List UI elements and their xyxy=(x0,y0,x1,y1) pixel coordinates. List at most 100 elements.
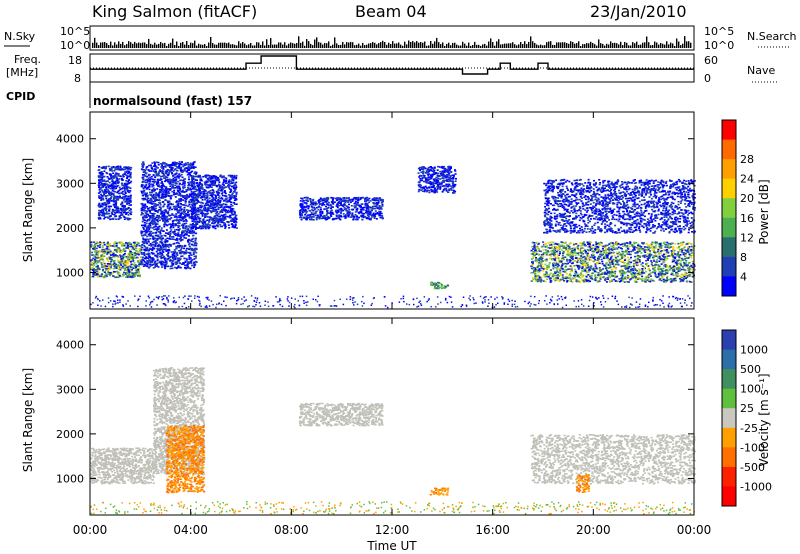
scatter-cell xyxy=(191,227,194,230)
scatter-cell xyxy=(113,243,116,246)
scatter-cell xyxy=(159,179,162,181)
nsky-bar xyxy=(560,42,562,48)
scatter-cell xyxy=(177,234,179,236)
scatter-cell xyxy=(124,200,127,203)
scatter-cell xyxy=(122,174,124,176)
nsky-bar xyxy=(244,43,246,48)
scatter-cell xyxy=(177,219,180,222)
scatter-cell xyxy=(100,264,103,266)
scatter-cell xyxy=(154,243,157,245)
scatter-cell xyxy=(180,167,183,170)
scatter-cell xyxy=(124,167,127,170)
scatter-cell xyxy=(108,168,111,170)
nsky-bar xyxy=(306,39,308,48)
scatter-cell xyxy=(141,230,144,233)
scatter-cell xyxy=(214,181,217,183)
scatter-cell xyxy=(206,199,209,201)
scatter-cell xyxy=(105,247,108,250)
scatter-cell xyxy=(101,254,104,256)
scatter-cell xyxy=(128,172,130,174)
scatter-cell xyxy=(105,197,108,200)
scatter-cell xyxy=(140,260,143,262)
scatter-cell xyxy=(340,200,343,202)
scatter-cell xyxy=(184,237,187,239)
scatter-cell xyxy=(193,194,196,197)
nsky-bar xyxy=(532,41,534,48)
scatter-cell xyxy=(225,211,228,214)
scatter-cell xyxy=(117,241,120,244)
scatter-cell xyxy=(172,264,175,266)
scatter-cell xyxy=(112,175,115,177)
scatter-cell xyxy=(105,249,108,252)
nsky-bar xyxy=(276,44,278,48)
scatter-cell xyxy=(144,265,147,267)
scatter-cell xyxy=(185,222,188,225)
scatter-cell xyxy=(108,208,111,210)
scatter-cell xyxy=(177,206,180,208)
scatter-cell xyxy=(175,215,178,218)
scatter-cell xyxy=(184,196,187,198)
scatter-cell xyxy=(131,247,134,249)
scatter-cell xyxy=(97,266,99,269)
nsky-bar xyxy=(286,45,288,48)
scatter-cell xyxy=(133,241,136,244)
scatter-cell xyxy=(117,173,120,175)
scatter-cell xyxy=(152,232,155,234)
scatter-cell xyxy=(101,214,103,217)
scatter-cell xyxy=(194,217,197,219)
scatter-cell xyxy=(208,216,211,218)
scatter-cell xyxy=(120,267,123,269)
scatter-cell xyxy=(171,220,174,222)
scatter-cell xyxy=(149,210,151,213)
scatter-cell xyxy=(196,227,199,229)
scatter-cell xyxy=(169,197,172,200)
scatter-cell xyxy=(183,195,186,197)
scatter-cell xyxy=(115,218,118,220)
scatter-cell xyxy=(356,215,358,217)
scatter-cell xyxy=(133,257,136,259)
scatter-cell xyxy=(146,242,149,245)
scatter-cell xyxy=(187,205,190,207)
scatter-cell xyxy=(117,210,120,212)
scatter-cell xyxy=(101,273,104,275)
scatter-cell xyxy=(104,180,107,183)
nsky-bar xyxy=(472,45,474,48)
scatter-cell xyxy=(166,192,169,194)
scatter-cell xyxy=(168,182,171,185)
scatter-cell xyxy=(380,198,383,201)
nsky-bar xyxy=(664,44,666,48)
scatter-cell xyxy=(112,267,115,270)
scatter-cell xyxy=(156,188,159,190)
nsky-bar xyxy=(94,37,96,48)
scatter-cell xyxy=(182,235,185,237)
scatter-cell xyxy=(358,205,361,207)
scatter-cell xyxy=(340,216,343,218)
scatter-cell xyxy=(140,249,143,251)
scatter-cell xyxy=(140,261,143,263)
scatter-cell xyxy=(124,269,126,271)
scatter-cell xyxy=(124,262,127,265)
nsky-bar xyxy=(284,42,286,48)
scatter-cell xyxy=(131,272,134,274)
scatter-cell xyxy=(96,242,99,244)
scatter-cell xyxy=(176,228,178,231)
nsky-bar xyxy=(254,45,256,48)
scatter-cell xyxy=(213,182,216,184)
scatter-cell xyxy=(135,273,137,275)
scatter-cell xyxy=(148,219,151,222)
scatter-cell xyxy=(208,207,211,209)
scatter-cell xyxy=(310,203,313,206)
scatter-cell xyxy=(145,198,148,201)
scatter-cell xyxy=(151,243,154,246)
scatter-cell xyxy=(177,222,180,224)
scatter-cell xyxy=(191,164,194,167)
scatter-cell xyxy=(188,239,191,242)
scatter-cell xyxy=(159,206,162,209)
scatter-cell xyxy=(127,201,130,203)
scatter-cell xyxy=(168,192,171,195)
nsky-bar xyxy=(334,37,336,48)
scatter-cell xyxy=(376,207,379,210)
scatter-cell xyxy=(340,204,342,206)
scatter-cell xyxy=(151,261,154,263)
scatter-cell xyxy=(169,234,171,237)
